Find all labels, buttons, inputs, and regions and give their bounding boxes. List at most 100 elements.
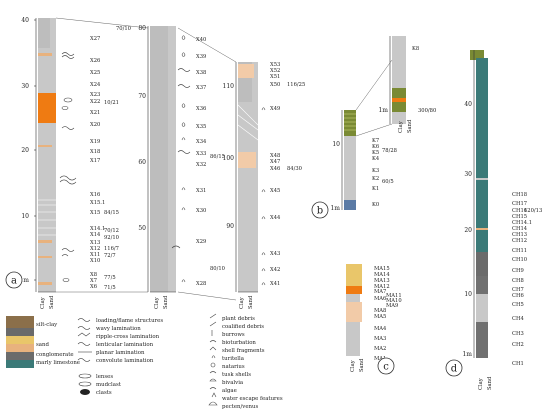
sedimentary-structures	[59, 52, 77, 282]
sample-label: X16	[90, 192, 100, 198]
panel-letter: b	[317, 206, 323, 217]
panel-letter-badge	[445, 359, 463, 377]
tick-label: 10	[21, 213, 29, 220]
sample-label: K6	[372, 144, 379, 150]
log-column-a1	[38, 18, 56, 292]
legend-label: silt-clay	[36, 322, 58, 328]
sample-label: X22	[90, 99, 100, 105]
sample-label: MA6	[374, 296, 386, 302]
sample-label: MA13	[374, 278, 390, 284]
legend-label: convolute lamination	[96, 358, 154, 364]
sample-label: MA14	[374, 272, 390, 278]
sample-label: X50	[270, 82, 280, 88]
legend-label: wavy lamination	[96, 326, 141, 332]
legend-label: coalified debris	[222, 324, 264, 330]
sample-label: CH9	[512, 268, 524, 274]
tick-label: 60	[138, 159, 146, 166]
sample-label: X15	[90, 210, 100, 216]
sample-label: X53	[270, 62, 280, 68]
sample-label: X20	[90, 122, 100, 128]
sample-label: CH13	[512, 232, 527, 238]
dip-label: 300/80	[418, 108, 436, 114]
sample-label: X23	[90, 92, 100, 98]
sample-label: MA11	[386, 293, 402, 299]
sample-label: K0	[372, 202, 379, 208]
sample-label: MA9	[386, 303, 398, 309]
sample-label: X32	[196, 162, 206, 168]
sample-label: CH16	[512, 208, 527, 214]
sand-axis-label: Sand	[248, 295, 254, 309]
panel-letter: c	[383, 362, 389, 373]
sample-label: MA1	[374, 356, 386, 362]
silt-clay-swatch	[6, 316, 34, 328]
tick-label: 10	[464, 291, 472, 298]
sample-label: X46	[270, 166, 280, 172]
sample-label: CH2	[512, 342, 524, 348]
sample-label: X49	[270, 106, 280, 112]
sample-label: X30	[196, 208, 206, 214]
dip-label: 10/21	[104, 100, 119, 106]
sample-label: X45	[270, 188, 280, 194]
sample-label: CH8	[512, 278, 524, 284]
sample-label: CH3	[512, 331, 524, 337]
legend-label: burrows	[222, 332, 245, 338]
sample-label: X26	[90, 58, 100, 64]
sample-label: K8	[412, 46, 419, 52]
sample-label: K5	[372, 150, 379, 156]
panel-a3-log: 110 100 90 X53 X52 X51 X50 X49 X48 X47 X…	[223, 62, 305, 309]
sample-label: X41	[270, 281, 280, 287]
legend-label: water escape features	[222, 396, 283, 402]
legend-label: marly limestone	[36, 360, 80, 366]
tick-label: 20	[464, 227, 472, 234]
legend-label: shell fragments	[222, 348, 265, 354]
sample-label: X8	[90, 272, 97, 278]
dip-label: 84/30	[287, 166, 302, 172]
clay-axis-label: Clay	[478, 378, 484, 390]
sand-axis-label: Sand	[407, 119, 413, 133]
sample-label: CH17	[512, 201, 527, 207]
dip-label: 86/15	[210, 154, 225, 160]
sample-label: X14.1	[90, 226, 105, 232]
tick-label: 1m	[378, 107, 388, 114]
dip-label: 78/28	[382, 148, 397, 154]
legend-label: clasts	[96, 390, 112, 396]
sample-label: MA4	[374, 326, 387, 332]
sample-label: X43	[270, 251, 280, 257]
sand-axis-label: Sand	[487, 376, 493, 390]
sample-label: X7	[90, 278, 97, 284]
clay-axis-label: Clay	[350, 360, 356, 372]
marly-limestone-swatch	[6, 360, 34, 368]
sample-label: K4	[372, 156, 380, 162]
sample-label: X19	[90, 139, 100, 145]
sample-label: X10	[90, 258, 100, 264]
sand-axis-label: Sand	[49, 295, 55, 309]
panel-c-log: MA15 MA14 MA13 MA12 MA11 MA10 MA9 MA8 MA…	[346, 264, 402, 375]
sample-label: CH11	[512, 248, 527, 254]
sand-axis-label: Sand	[163, 295, 169, 309]
panel-letter: d	[451, 364, 458, 375]
fossil-symbols	[171, 35, 191, 283]
legend-label: bioturbation	[222, 340, 256, 346]
sample-label: CH15	[512, 214, 527, 220]
dip-label: 77/5	[104, 275, 116, 281]
dip-label: 60/5	[382, 179, 394, 185]
sample-label: X34	[196, 139, 207, 145]
sample-label: X15.1	[90, 200, 105, 206]
legend-label: lenticular lamination	[96, 342, 154, 348]
sample-label: CH14.1	[512, 220, 532, 226]
sample-label: X36	[196, 106, 206, 112]
legend-label: turitella	[222, 356, 245, 362]
tick-label: 40	[21, 17, 29, 24]
dip-label: 70/12	[104, 228, 119, 234]
panel-d-log: 40 30 20 10 1m CH18 CH17 CH16 CH15 CH14.…	[445, 50, 542, 390]
sample-label: CH14	[512, 226, 528, 232]
legend-label: plant debris	[222, 316, 255, 322]
dip-label: 92/10	[104, 235, 119, 241]
sample-label: X21	[90, 110, 100, 116]
clay-axis-label: Clay	[154, 297, 160, 309]
sample-label: CH10	[512, 257, 527, 263]
sample-label: X48	[270, 153, 280, 159]
tick-label: 30	[464, 171, 472, 178]
dip-label: 84/15	[104, 210, 119, 216]
